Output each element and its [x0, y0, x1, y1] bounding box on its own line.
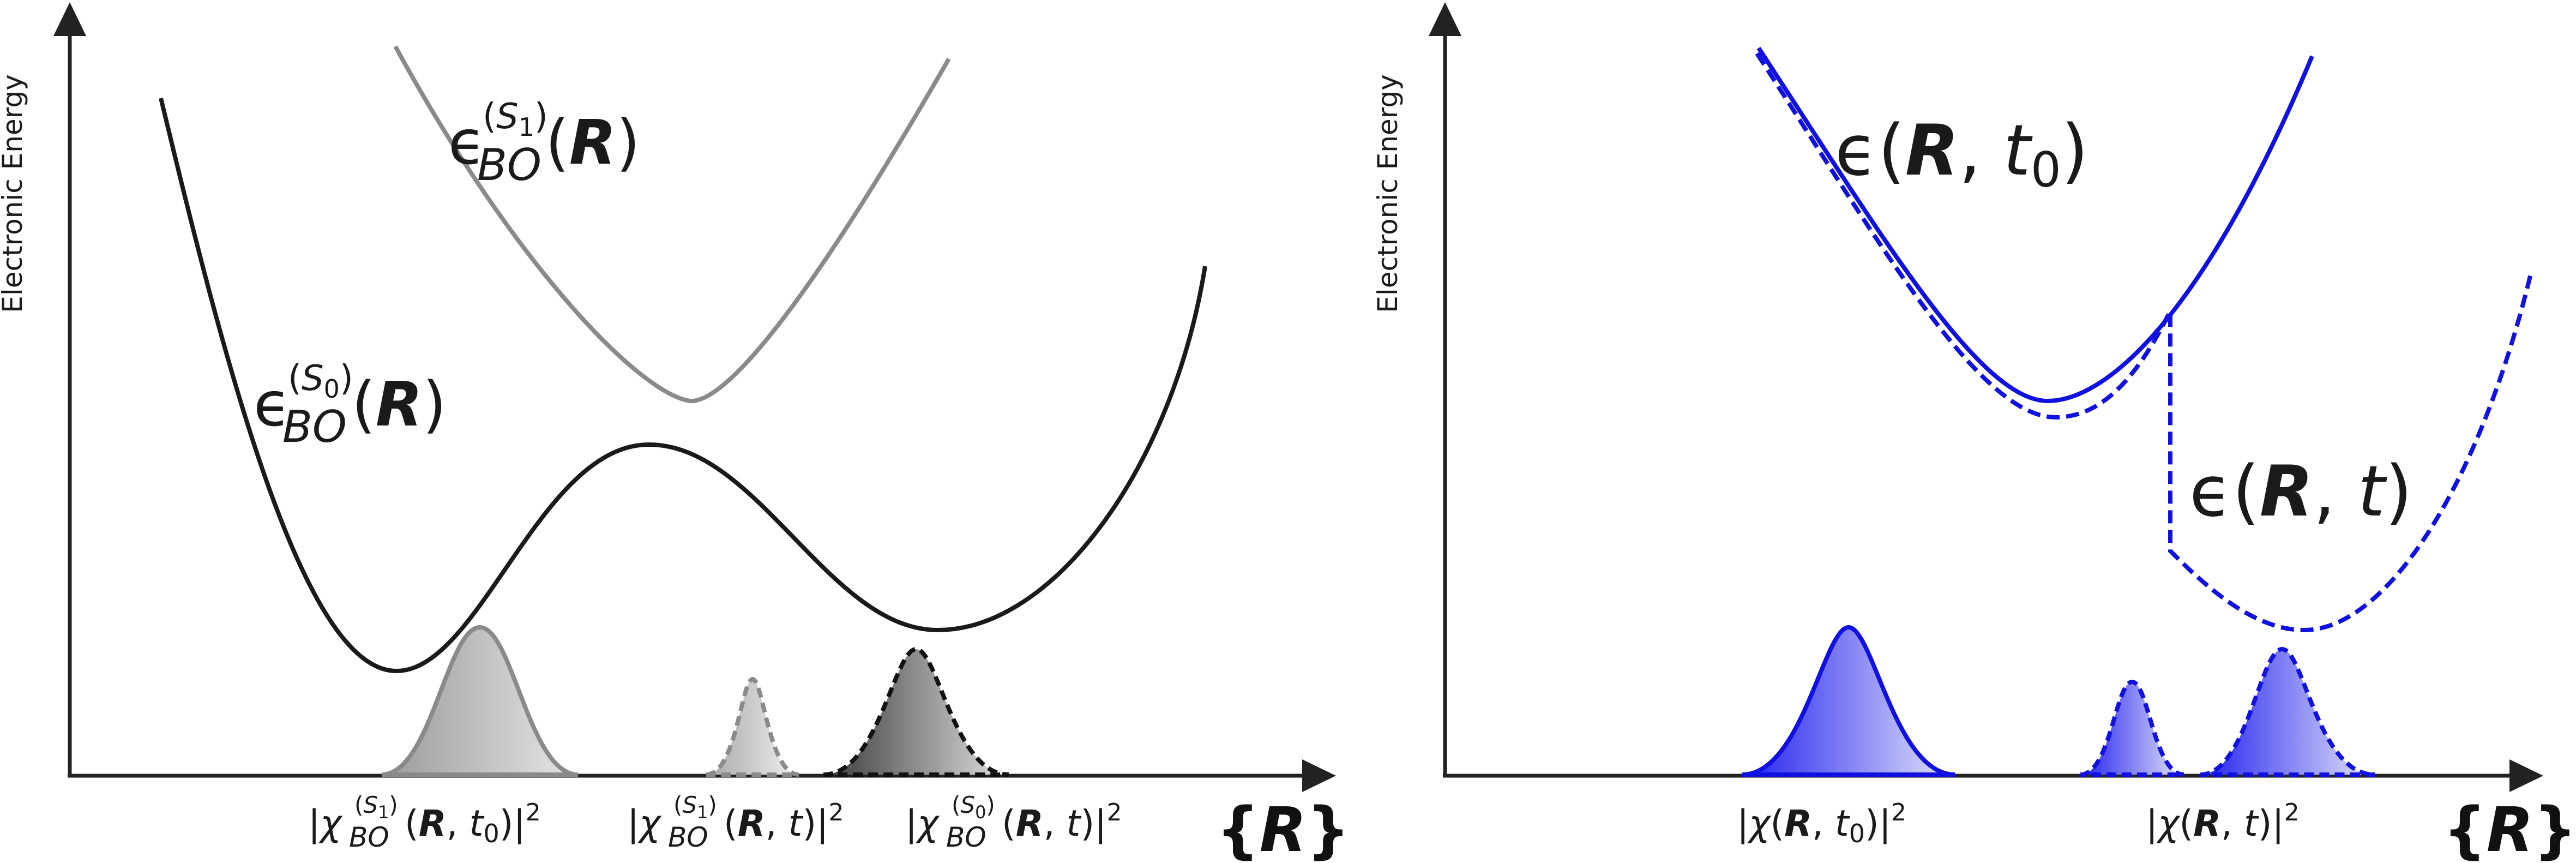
wavepacket-s1-t0 — [381, 625, 579, 777]
epsilon-t0-label: ϵ(R, t0) — [1835, 110, 2089, 198]
svg-text:BO: BO — [282, 401, 347, 452]
svg-text:(S1): (S1) — [483, 97, 548, 142]
left-x-axis-label: {R} — [1216, 795, 1350, 863]
left-panel: Electronic Energy ϵ (S1) BO (R) ϵ (S0) B… — [0, 2, 1350, 863]
left-x-axis-arrow-icon — [1302, 759, 1336, 792]
right-x-axis-arrow-icon — [2509, 759, 2543, 792]
svg-text:(S0): (S0) — [952, 792, 995, 823]
wavepacket-label-t0: |χ(R, t0)|2 — [1737, 799, 1906, 848]
wavepacket-s1-t — [706, 676, 799, 777]
svg-text:|χ(R, t0)|2: |χ(R, t0)|2 — [1737, 799, 1906, 848]
wavepacket-label-s1-t: |χ (S1) BO (R, t)|2 — [627, 792, 844, 853]
s0-curve-label: ϵ (S0) BO (R) — [254, 358, 447, 452]
wavepacket-s0-t — [823, 646, 1009, 777]
svg-text:BO: BO — [349, 822, 389, 853]
svg-text:|χ: |χ — [905, 802, 940, 844]
svg-text:(S1): (S1) — [354, 792, 398, 823]
svg-text:ϵ(R, t0): ϵ(R, t0) — [1835, 110, 2089, 198]
epsilon-t0-curve — [1756, 46, 2314, 404]
svg-text:{R}: {R} — [2443, 795, 2576, 863]
svg-text:ϵ: ϵ — [254, 369, 291, 440]
svg-text:(R, t)|2: (R, t)|2 — [724, 799, 844, 844]
svg-text:ϵ: ϵ — [448, 107, 486, 178]
wavepacket-t0 — [1742, 625, 1955, 777]
s1-curve-label: ϵ (S1) BO (R) — [448, 97, 640, 190]
svg-text:(R): (R) — [545, 107, 640, 178]
s0-potential-curve — [159, 98, 1207, 674]
svg-text:ϵ(R, t): ϵ(R, t) — [2189, 451, 2412, 532]
epsilon-t-curve — [1755, 52, 2533, 633]
s1-potential-curve — [393, 45, 951, 404]
svg-text:{R}: {R} — [1216, 795, 1350, 863]
svg-text:|χ(R, t)|2: |χ(R, t)|2 — [2146, 799, 2300, 844]
right-y-axis-arrow-icon — [1429, 2, 1461, 36]
epsilon-t-label: ϵ(R, t) — [2189, 451, 2412, 532]
wavepacket-label-s0-t: |χ (S0) BO (R, t)|2 — [905, 792, 1122, 853]
svg-text:|χ: |χ — [627, 802, 662, 844]
wavepacket-t-large — [2200, 646, 2375, 777]
svg-text:(R): (R) — [352, 369, 447, 440]
right-panel: Electronic Energy ϵ(R, t0) ϵ(R, t) |χ(R,… — [1372, 2, 2576, 863]
wavepacket-label-s1-t0: |χ (S1) BO (R, t0)|2 — [308, 792, 541, 853]
right-x-axis-label: {R} — [2443, 795, 2576, 863]
svg-text:(R, t0)|2: (R, t0)|2 — [405, 799, 541, 848]
svg-text:|χ: |χ — [308, 802, 343, 844]
left-y-axis-label: Electronic Energy — [0, 74, 28, 313]
svg-text:BO: BO — [946, 822, 986, 853]
right-y-axis-label: Electronic Energy — [1372, 74, 1404, 313]
svg-text:BO: BO — [668, 822, 708, 853]
wavepacket-t-small — [2080, 679, 2184, 777]
wavepacket-label-t: |χ(R, t)|2 — [2146, 799, 2300, 844]
svg-text:(S0): (S0) — [288, 358, 353, 404]
svg-text:(S1): (S1) — [673, 792, 717, 823]
left-y-axis-arrow-icon — [53, 2, 86, 36]
svg-text:BO: BO — [477, 140, 541, 190]
svg-text:(R, t)|2: (R, t)|2 — [1002, 799, 1122, 844]
